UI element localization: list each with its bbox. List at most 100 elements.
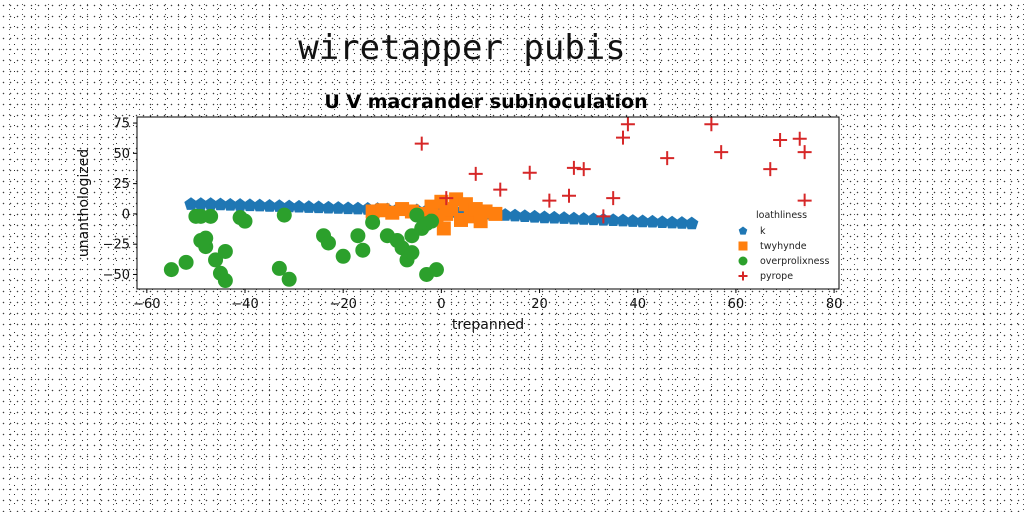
- data-point-pyrope: [493, 182, 508, 197]
- data-point-k: [311, 200, 326, 214]
- x-tick-label: 0: [437, 297, 445, 312]
- data-point-overprolixness: [320, 235, 336, 251]
- data-point-pyrope: [566, 160, 581, 175]
- data-point-k: [341, 201, 355, 215]
- data-point-overprolixness: [404, 245, 420, 261]
- data-point-overprolixness: [217, 273, 233, 289]
- data-point-pyrope: [763, 162, 778, 177]
- legend: loathliness k twyhynde overprolixness pyrop…: [738, 206, 834, 286]
- data-point-overprolixness: [276, 207, 292, 223]
- legend-label: pyrope: [760, 271, 793, 282]
- data-point-k: [645, 214, 660, 228]
- data-point-overprolixness: [203, 208, 219, 224]
- data-point-pyrope: [714, 145, 729, 160]
- data-point-pyrope: [596, 209, 611, 224]
- y-tick-label: −25: [103, 238, 130, 253]
- x-tick-label: 80: [826, 297, 843, 312]
- y-tick-label: 75: [113, 117, 130, 132]
- data-point-k: [292, 199, 306, 213]
- data-point-overprolixness: [237, 213, 253, 229]
- data-point-k: [577, 212, 591, 225]
- data-point-k: [547, 210, 561, 224]
- data-point-overprolixness: [424, 213, 440, 229]
- data-point-overprolixness: [178, 254, 194, 270]
- data-point-overprolixness: [217, 243, 233, 259]
- data-point-overprolixness: [208, 252, 224, 268]
- data-point-overprolixness: [428, 262, 444, 278]
- figure-title: wiretapper pubis: [298, 28, 626, 68]
- legend-label: twyhynde: [760, 241, 807, 252]
- data-point-k: [508, 208, 522, 222]
- data-point-pyrope: [773, 133, 788, 148]
- data-point-k: [616, 213, 630, 227]
- data-point-pyrope: [562, 188, 576, 203]
- series-pyrope: [414, 117, 812, 224]
- data-point-k: [262, 199, 277, 212]
- legend-label: k: [760, 226, 766, 237]
- data-point-k: [665, 215, 679, 229]
- data-point-pyrope: [704, 117, 719, 132]
- data-point-pyrope: [522, 165, 537, 180]
- data-point-k: [302, 200, 316, 213]
- data-point-pyrope: [439, 191, 454, 206]
- legend-marker-pyrope: [738, 271, 748, 281]
- data-point-k: [253, 198, 267, 212]
- data-point-k: [635, 214, 650, 228]
- legend-background: [738, 206, 834, 286]
- chart-title: U V macrander subinoculation: [324, 91, 647, 113]
- data-point-twyhynde: [436, 221, 451, 236]
- data-point-k: [567, 211, 581, 225]
- data-point-k: [626, 214, 640, 227]
- y-axis-title: unanthologized: [76, 149, 92, 257]
- data-point-twyhynde: [488, 206, 503, 221]
- data-point-k: [557, 211, 571, 224]
- data-point-pyrope: [616, 130, 630, 145]
- y-tick-label: −50: [103, 268, 130, 283]
- data-point-k: [518, 209, 532, 222]
- legend-marker-overprolixness: [738, 256, 748, 266]
- data-point-overprolixness: [271, 260, 287, 276]
- data-point-pyrope: [792, 131, 807, 146]
- data-point-pyrope: [606, 191, 621, 206]
- data-point-k: [243, 198, 257, 212]
- legend-marker-twyhynde: [738, 241, 748, 251]
- data-point-k: [685, 216, 699, 230]
- y-tick-label: 0: [122, 207, 130, 222]
- data-point-overprolixness: [350, 228, 366, 244]
- data-point-overprolixness: [335, 248, 351, 264]
- data-point-overprolixness: [365, 214, 381, 230]
- ticks-layer: −60 −40 −20 0 20 40 60 80 −50 −25 0 25 50 75: [103, 117, 843, 312]
- plot-frame: [136, 116, 840, 290]
- x-tick-label: 60: [728, 297, 745, 312]
- marks-layer: [163, 117, 812, 289]
- legend-label: overprolixness: [760, 256, 829, 267]
- data-point-pyrope: [576, 162, 591, 177]
- data-point-pyrope: [542, 193, 557, 208]
- legend-title: loathliness: [756, 210, 807, 221]
- data-point-k: [194, 197, 208, 210]
- data-point-k: [537, 210, 552, 224]
- data-point-pyrope: [660, 151, 675, 166]
- x-axis-title: trepanned: [452, 317, 524, 333]
- data-point-overprolixness: [281, 271, 297, 287]
- data-point-k: [527, 209, 542, 223]
- x-tick-label: −60: [133, 297, 160, 312]
- data-point-k: [233, 198, 247, 211]
- data-point-overprolixness: [355, 242, 371, 258]
- legend-marker-k: [738, 226, 748, 235]
- data-point-pyrope: [797, 193, 812, 208]
- x-tick-label: −20: [329, 297, 356, 312]
- data-point-k: [184, 197, 198, 210]
- data-point-overprolixness: [409, 207, 425, 223]
- data-point-k: [213, 197, 228, 211]
- data-point-k: [351, 201, 365, 215]
- data-point-pyrope: [620, 117, 635, 132]
- data-point-overprolixness: [198, 230, 214, 246]
- x-tick-label: 40: [629, 297, 646, 312]
- data-point-k: [675, 216, 689, 229]
- data-point-k: [331, 201, 345, 214]
- y-tick-label: 50: [113, 147, 130, 162]
- data-point-pyrope: [414, 136, 429, 151]
- data-point-k: [655, 215, 669, 229]
